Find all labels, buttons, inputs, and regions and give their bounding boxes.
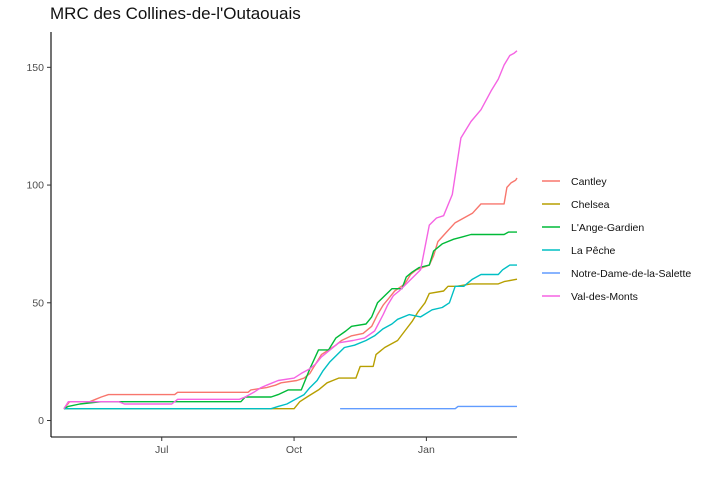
chart-title: MRC des Collines-de-l'Outaouais (50, 4, 301, 23)
y-tick-label: 100 (26, 180, 44, 192)
legend-label: Cantley (571, 176, 607, 188)
series-line-l-ange-gardien (63, 231, 517, 410)
legend-label: La Pêche (571, 245, 616, 257)
x-tick-label: Jan (418, 444, 435, 456)
series-line-la-peche (63, 264, 517, 410)
legend-label: L'Ange-Gardien (571, 222, 644, 234)
x-tick-label: Oct (286, 444, 302, 456)
legend-label: Chelsea (571, 199, 610, 211)
legend-label: Val-des-Monts (571, 291, 638, 303)
x-tick-label: Jul (155, 444, 168, 456)
y-tick-label: 0 (38, 415, 44, 427)
series-line-notre-dame-de-la-salette (340, 405, 517, 410)
y-tick-label: 50 (32, 297, 44, 309)
series-line-val-des-monts (63, 50, 518, 410)
y-tick-label: 150 (26, 62, 44, 74)
series-line-cantley (63, 177, 518, 410)
legend-label: Notre-Dame-de-la-Salette (571, 268, 691, 280)
